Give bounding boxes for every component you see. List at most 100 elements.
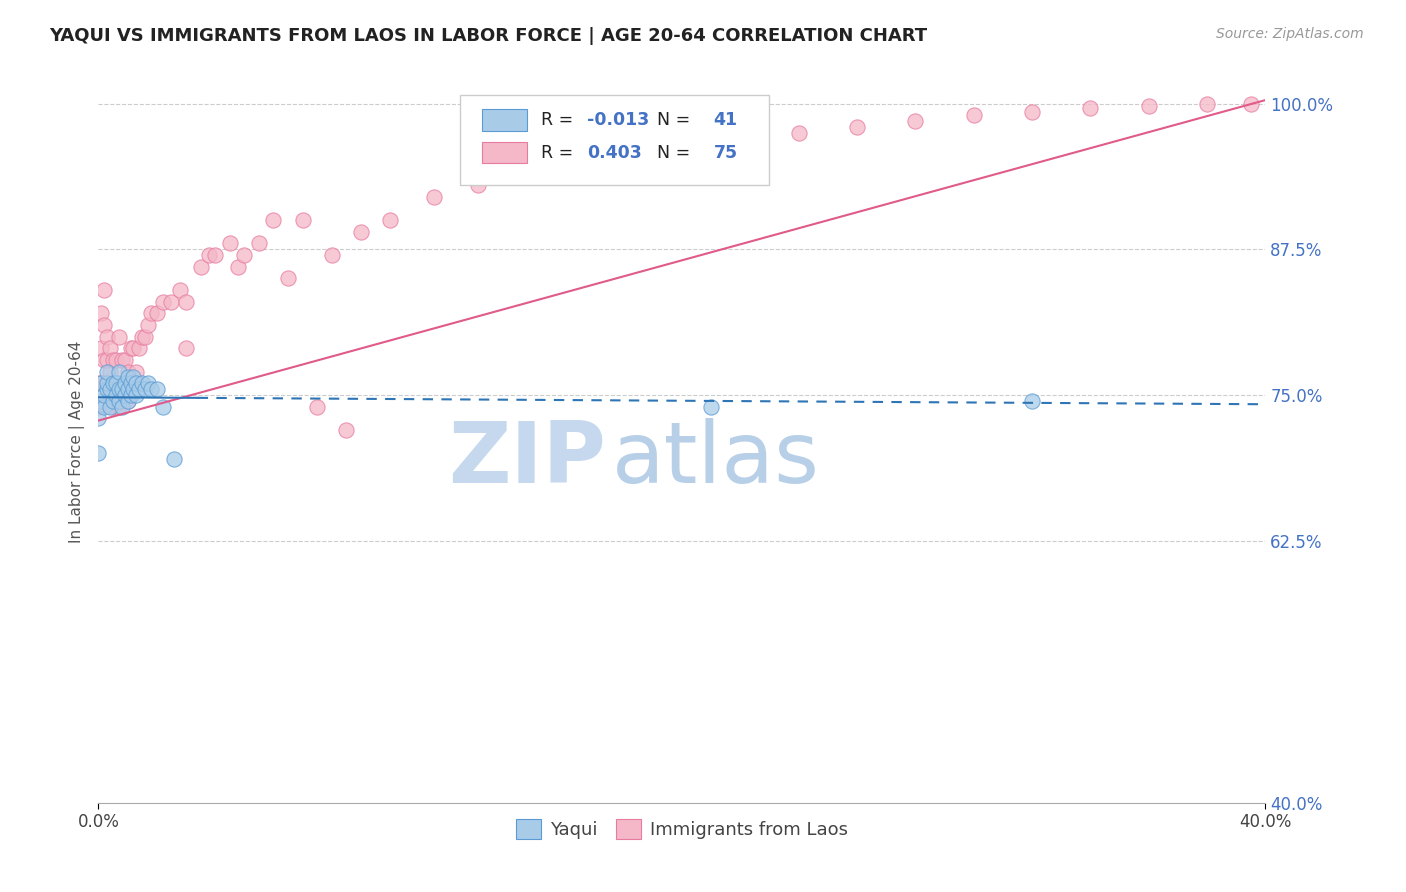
Point xyxy=(134,382,156,396)
Point xyxy=(90,393,112,408)
Text: R =: R = xyxy=(541,111,578,129)
Point xyxy=(174,294,197,309)
Text: N =: N = xyxy=(645,111,696,129)
Text: R =: R = xyxy=(541,144,578,161)
Point xyxy=(96,365,118,379)
Point xyxy=(120,388,142,402)
Text: ZIP: ZIP xyxy=(449,418,606,501)
Point xyxy=(108,376,131,391)
Point xyxy=(93,283,115,297)
Point xyxy=(108,400,131,414)
Point xyxy=(111,382,134,396)
Point xyxy=(122,370,145,384)
Point xyxy=(98,365,121,379)
Point xyxy=(104,376,127,391)
Text: Source: ZipAtlas.com: Source: ZipAtlas.com xyxy=(1216,27,1364,41)
Point xyxy=(423,190,446,204)
Point xyxy=(122,382,145,396)
Point xyxy=(291,213,314,227)
Point xyxy=(128,341,150,355)
Point xyxy=(93,318,115,332)
Point xyxy=(98,388,121,402)
Point xyxy=(101,400,124,414)
Point xyxy=(101,353,124,368)
Point xyxy=(700,131,723,145)
Point xyxy=(131,376,153,391)
Point xyxy=(104,376,127,391)
Point xyxy=(700,400,723,414)
Point xyxy=(90,306,112,320)
Point xyxy=(204,248,226,262)
Point xyxy=(93,388,115,402)
Point xyxy=(90,376,112,391)
Point xyxy=(169,283,191,297)
Point xyxy=(117,393,139,408)
Point xyxy=(262,213,284,227)
Point xyxy=(98,400,121,414)
Point xyxy=(96,329,118,343)
Point xyxy=(111,400,134,414)
Point xyxy=(1137,99,1160,113)
Point xyxy=(128,382,150,396)
Point xyxy=(1021,104,1043,119)
Point xyxy=(120,376,142,391)
Point xyxy=(87,411,110,425)
Point xyxy=(111,393,134,408)
Point xyxy=(139,306,162,320)
Point xyxy=(134,329,156,343)
Point xyxy=(1080,101,1102,115)
Point xyxy=(98,382,121,396)
Point xyxy=(114,388,136,402)
Point xyxy=(98,341,121,355)
Point xyxy=(962,108,984,122)
Point xyxy=(117,382,139,396)
Point xyxy=(108,329,131,343)
Point xyxy=(122,341,145,355)
Point xyxy=(87,400,110,414)
Legend: Yaqui, Immigrants from Laos: Yaqui, Immigrants from Laos xyxy=(506,810,858,848)
Point xyxy=(174,341,197,355)
Point xyxy=(122,376,145,391)
Point xyxy=(120,341,142,355)
Point xyxy=(125,388,148,402)
Point xyxy=(114,388,136,402)
FancyBboxPatch shape xyxy=(482,109,527,131)
Text: -0.013: -0.013 xyxy=(588,111,650,129)
Point xyxy=(104,393,127,408)
Text: 0.403: 0.403 xyxy=(588,144,643,161)
Point xyxy=(90,376,112,391)
Point xyxy=(139,382,162,396)
Point xyxy=(87,446,110,460)
Point xyxy=(350,225,373,239)
Point xyxy=(152,294,174,309)
Point xyxy=(233,248,256,262)
Point xyxy=(1195,96,1218,111)
Point xyxy=(198,248,221,262)
Text: YAQUI VS IMMIGRANTS FROM LAOS IN LABOR FORCE | AGE 20-64 CORRELATION CHART: YAQUI VS IMMIGRANTS FROM LAOS IN LABOR F… xyxy=(49,27,928,45)
Point xyxy=(104,353,127,368)
Point xyxy=(583,154,606,169)
Point xyxy=(1021,393,1043,408)
Point xyxy=(524,167,547,181)
Point xyxy=(380,213,402,227)
Text: 75: 75 xyxy=(713,144,738,161)
Point xyxy=(125,365,148,379)
Point xyxy=(101,376,124,391)
Point xyxy=(96,376,118,391)
Point xyxy=(87,376,110,391)
Point xyxy=(321,248,343,262)
Point xyxy=(136,376,159,391)
Point xyxy=(117,370,139,384)
Point xyxy=(101,393,124,408)
Point xyxy=(846,120,869,134)
Point xyxy=(114,353,136,368)
Point xyxy=(131,329,153,343)
Point xyxy=(160,294,183,309)
Point xyxy=(101,376,124,391)
FancyBboxPatch shape xyxy=(482,142,527,163)
Point xyxy=(146,382,169,396)
Point xyxy=(90,341,112,355)
FancyBboxPatch shape xyxy=(460,95,769,185)
Point xyxy=(96,382,118,396)
Point xyxy=(146,306,169,320)
